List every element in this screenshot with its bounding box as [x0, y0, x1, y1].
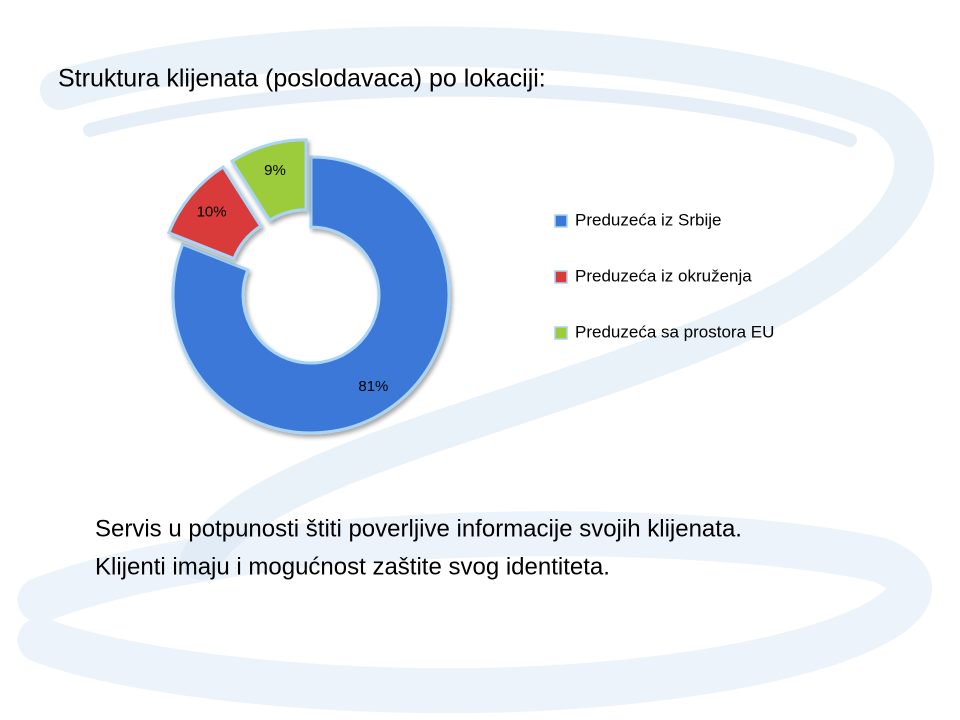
legend-swatch	[554, 270, 568, 284]
body-text: Servis u potpunosti štiti poverljive inf…	[95, 515, 742, 542]
slide-title: Struktura klijenata (poslodavaca) po lok…	[58, 65, 546, 93]
legend-swatch	[554, 214, 568, 228]
body-text: Klijenti imaju i mogućnost zaštite svog …	[95, 553, 610, 580]
donut-chart: 81% 10% 9% Preduzeća iz Srbije Preduzeća iz …	[166, 138, 774, 435]
legend-label: Preduzeća sa prostora EU	[575, 322, 774, 341]
data-label: 9%	[264, 162, 286, 179]
legend-label: Preduzeća iz okruženja	[575, 266, 752, 285]
donut-slice	[171, 155, 451, 435]
data-label: 10%	[197, 204, 227, 221]
background-swoosh	[17, 26, 935, 714]
donut-slice	[229, 138, 308, 223]
donut-slice	[166, 164, 263, 261]
legend-swatch	[554, 326, 568, 340]
legend-label: Preduzeća iz Srbije	[575, 210, 721, 229]
data-label: 81%	[358, 378, 388, 395]
